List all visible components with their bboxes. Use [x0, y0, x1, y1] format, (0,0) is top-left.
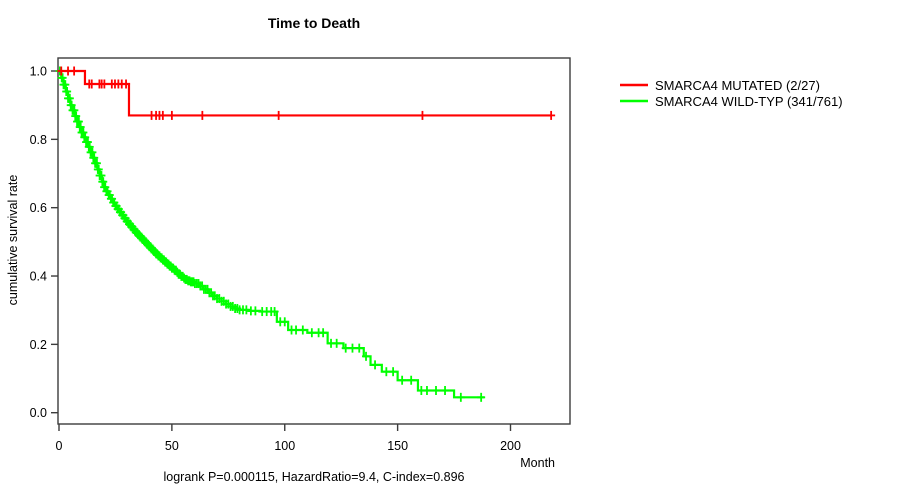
survival-curve	[59, 69, 552, 117]
plot-box	[57, 57, 571, 425]
x-tick-label: 50	[165, 439, 179, 453]
x-tick-label: 150	[387, 439, 408, 453]
y-tick-label: 1.0	[30, 65, 47, 79]
x-tick-label: 100	[274, 439, 295, 453]
legend-label-mutated: SMARCA4 MUTATED (2/27)	[655, 78, 820, 93]
y-tick-label: 0.2	[30, 338, 47, 352]
x-axis-label: Month	[520, 456, 555, 470]
y-tick-label: 0.4	[30, 270, 47, 284]
survival-curve	[59, 69, 485, 399]
y-tick-label: 0.0	[30, 406, 47, 420]
x-tick-label: 0	[56, 439, 63, 453]
series-smarca4-wildtype	[55, 66, 486, 402]
censor-marks	[57, 66, 556, 120]
y-tick-label: 0.6	[30, 201, 47, 215]
series-smarca4-mutated	[57, 66, 556, 120]
legend-label-wildtype: SMARCA4 WILD-TYP (341/761)	[655, 94, 843, 109]
y-axis-label: cumulative survival rate	[6, 174, 20, 306]
chart-title: Time to Death	[267, 15, 361, 31]
censor-marks	[55, 66, 486, 402]
x-tick-label: 200	[500, 439, 521, 453]
stats-annotation: logrank P=0.000115, HazardRatio=9.4, C-i…	[163, 470, 465, 484]
y-tick-label: 0.8	[30, 133, 47, 147]
